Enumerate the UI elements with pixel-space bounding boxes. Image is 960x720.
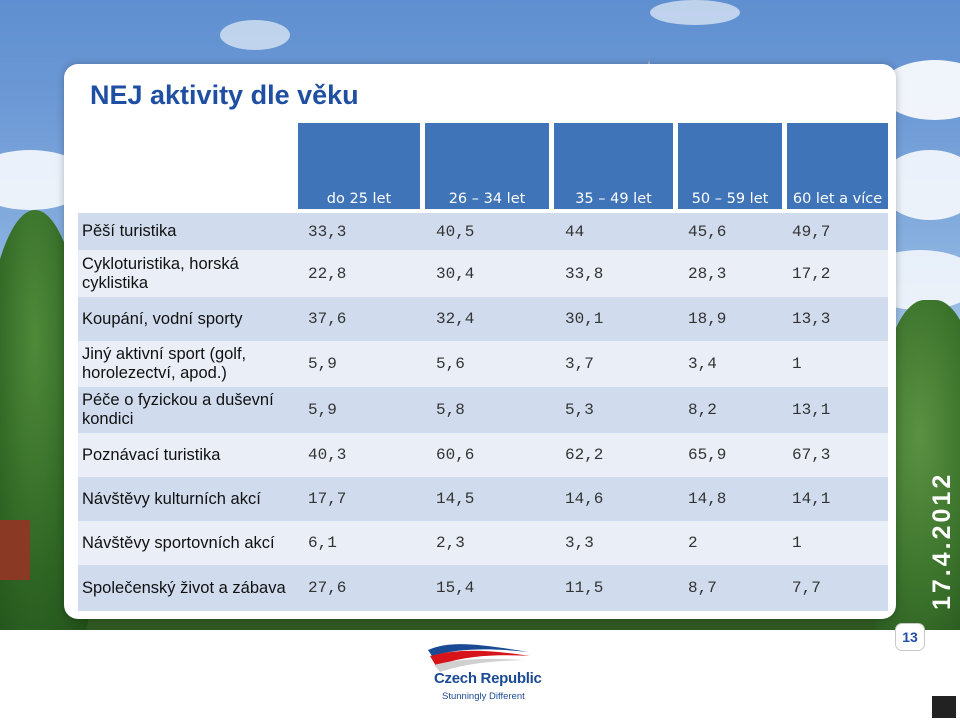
column-header: do 25 let: [298, 123, 420, 209]
table-cell: 33,3: [308, 222, 347, 241]
row-label: Společenský život a zábava: [82, 578, 286, 597]
table-cell: 32,4: [436, 310, 475, 328]
row-label: Jiný aktivní sport (golf, horolezectví, …: [82, 345, 247, 382]
table-cell: 5,9: [308, 355, 337, 373]
column-header-label: do 25 let: [326, 191, 392, 207]
table-cell: 14,6: [565, 490, 604, 508]
table-row: Návštěvy kulturních akcí 17,7 14,5 14,6 …: [78, 477, 888, 521]
table-row: Společenský život a zábava 27,6 15,4 11,…: [78, 565, 888, 611]
table-cell: 1: [792, 355, 802, 373]
slide-title: NEJ aktivity dle věku: [90, 80, 359, 110]
column-header-label: 60 let a více: [792, 191, 883, 207]
table-cell: 30,1: [565, 310, 604, 328]
table-cell: 5,3: [565, 401, 594, 419]
table-cell: 14,8: [688, 490, 727, 508]
table-cell: 37,6: [308, 310, 347, 328]
table-cell: 7,7: [792, 579, 821, 597]
table-cell: 27,6: [308, 579, 347, 597]
table-row: Poznávací turistika 40,3 60,6 62,2 65,9 …: [78, 433, 888, 477]
table-cell: 13,1: [792, 401, 831, 419]
table-cell: 5,8: [436, 401, 465, 419]
table-cell: 17,2: [792, 264, 831, 283]
table-cell: 3,4: [688, 355, 717, 373]
table-cell: 13,3: [792, 310, 831, 328]
roof: [0, 520, 30, 580]
table-cell: 14,5: [436, 490, 475, 508]
table-cell: 6,1: [308, 534, 337, 552]
column-header: 60 let a více: [787, 123, 888, 209]
row-label: Poznávací turistika: [82, 445, 221, 464]
table-row: Koupání, vodní sporty 37,6 32,4 30,1 18,…: [78, 297, 888, 341]
column-header: 26 – 34 let: [425, 123, 549, 209]
cloud: [650, 0, 740, 25]
table-cell: 3,3: [565, 534, 594, 552]
table-cell: 2: [688, 534, 698, 552]
table-cell: 22,8: [308, 264, 347, 283]
table-row: Péče o fyzickou a duševní kondici 5,9 5,…: [78, 387, 888, 433]
table-cell: 5,9: [308, 401, 337, 419]
table-cell: 1: [792, 534, 802, 552]
czech-republic-logo: Czech Republic Stunningly Different: [420, 640, 542, 716]
table-row: Jiný aktivní sport (golf, horolezectví, …: [78, 341, 888, 387]
table-cell: 62,2: [565, 446, 604, 464]
column-header-label: 35 – 49 let: [575, 191, 652, 207]
table-cell: 30,4: [436, 264, 475, 283]
corner-thumbnail: [932, 696, 956, 718]
row-label: Návštěvy sportovních akcí: [82, 533, 275, 552]
table-cell: 28,3: [688, 264, 727, 283]
column-header-label: 26 – 34 let: [448, 191, 526, 207]
table-cell: 44: [565, 222, 585, 241]
table-cell: 40,5: [436, 222, 475, 241]
table-cell: 14,1: [792, 490, 831, 508]
table-cell: 65,9: [688, 446, 727, 464]
table-cell: 60,6: [436, 446, 475, 464]
table-cell: 15,4: [436, 579, 475, 597]
table-row: Pěší turistika 33,3 40,5 44 45,6 49,7: [78, 213, 888, 250]
column-header: 50 – 59 let: [678, 123, 782, 209]
table-row: Cykloturistika, horská cyklistika 22,8 3…: [78, 250, 888, 297]
table-cell: 49,7: [792, 222, 831, 241]
table-row: Návštěvy sportovních akcí 6,1 2,3 3,3 2 …: [78, 521, 888, 565]
column-header: 35 – 49 let: [554, 123, 673, 209]
table-cell: 11,5: [565, 579, 604, 597]
column-header-label: 50 – 59 let: [691, 191, 769, 207]
row-label: Návštěvy kulturních akcí: [82, 489, 261, 508]
logo-name: Czech Republic: [434, 670, 542, 687]
slide-date: 17.4.2012: [928, 471, 956, 610]
table-cell: 5,6: [436, 355, 465, 373]
table-cell: 17,7: [308, 490, 347, 508]
row-label: Pěší turistika: [82, 222, 177, 240]
table-cell: 8,7: [688, 579, 717, 597]
row-label: Koupání, vodní sporty: [82, 309, 243, 328]
table-cell: 45,6: [688, 222, 727, 241]
row-label: Cykloturistika, horská cyklistika: [82, 254, 239, 292]
page-number: 13: [895, 623, 925, 651]
table-cell: 40,3: [308, 446, 347, 464]
table-cell: 2,3: [436, 534, 465, 552]
table-cell: 8,2: [688, 401, 717, 419]
table-cell: 18,9: [688, 310, 727, 328]
table-cell: 33,8: [565, 264, 604, 283]
cloud: [220, 20, 290, 50]
flag-swoosh-icon: [428, 644, 530, 672]
table-cell: 67,3: [792, 446, 831, 464]
row-label: Péče o fyzickou a duševní kondici: [82, 391, 274, 428]
logo-tagline: Stunningly Different: [442, 691, 525, 702]
table-cell: 3,7: [565, 355, 594, 373]
